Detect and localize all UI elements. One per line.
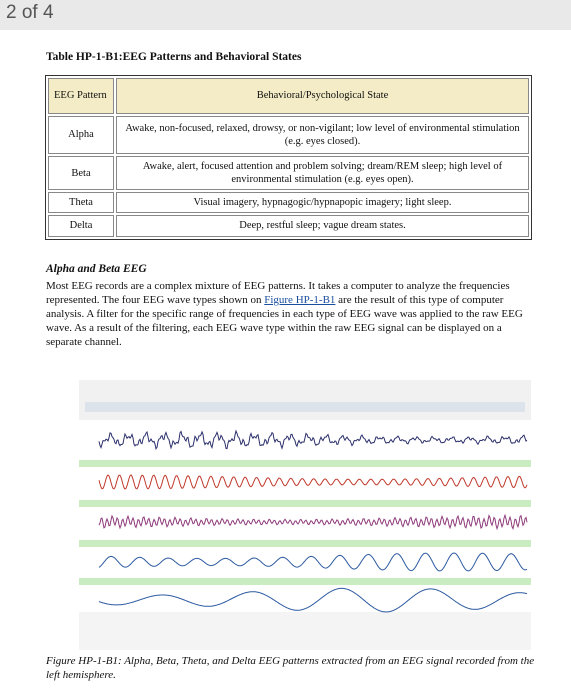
eeg-wave: [98, 587, 528, 613]
table-title: Table HP-1-B1:EEG Patterns and Behaviora…: [46, 51, 302, 63]
cell: Awake, non-focused, relaxed, drowsy, or …: [116, 116, 529, 154]
cell: Theta: [48, 192, 114, 214]
cell: Visual imagery, hypnagogic/hypnapopic im…: [116, 192, 529, 214]
status-area: [79, 612, 531, 650]
table-row: Delta Deep, restful sleep; vague dream s…: [48, 215, 529, 237]
table-row: Theta Visual imagery, hypnagogic/hypnapo…: [48, 192, 529, 214]
channel-label-bar: [79, 460, 531, 467]
table: EEG Pattern Behavioral/Psychological Sta…: [45, 75, 532, 240]
eeg-wave: [98, 513, 528, 531]
text: are the result of this type of computer …: [46, 294, 523, 349]
cell: Delta: [48, 215, 114, 237]
toolbar-icons: [85, 402, 525, 412]
cell: Alpha: [48, 116, 114, 154]
eeg-wave: [98, 429, 528, 451]
channel-label-bar: [79, 500, 531, 507]
table-row: Beta Awake, alert, focused attention and…: [48, 156, 529, 191]
link[interactable]: Figure HP-1-B1: [264, 294, 336, 307]
cell: Awake, alert, focused attention and prob…: [116, 156, 529, 191]
eeg-wave: [98, 474, 528, 490]
channel-label-bar: [79, 540, 531, 547]
window: [79, 380, 531, 650]
header-cell: Behavioral/Psychological State: [116, 78, 529, 114]
top-bar: 2 of 4: [0, 0, 571, 30]
channel-label-bar: [79, 578, 531, 585]
table-header: EEG Pattern Behavioral/Psychological Sta…: [48, 78, 529, 114]
cell: Beta: [48, 156, 114, 191]
toolbar: [79, 380, 531, 420]
eeg-wave: [98, 552, 528, 572]
table-row: Alpha Awake, non-focused, relaxed, drows…: [48, 116, 529, 154]
page-indicator: 2 of 4: [6, 2, 54, 23]
text: Most EEG records are a complex mixture o…: [46, 280, 510, 307]
header-cell: EEG Pattern: [48, 78, 114, 114]
eeg-screenshot: [79, 380, 531, 650]
channels: [79, 429, 531, 613]
paragraph: Most EEG records are a complex mixture o…: [46, 279, 532, 349]
section-heading: Alpha and Beta EEG: [46, 263, 147, 275]
cell: Deep, restful sleep; vague dream states.: [116, 215, 529, 237]
figure-caption: Figure HP-1-B1: Alpha, Beta, Theta, and …: [46, 655, 535, 682]
